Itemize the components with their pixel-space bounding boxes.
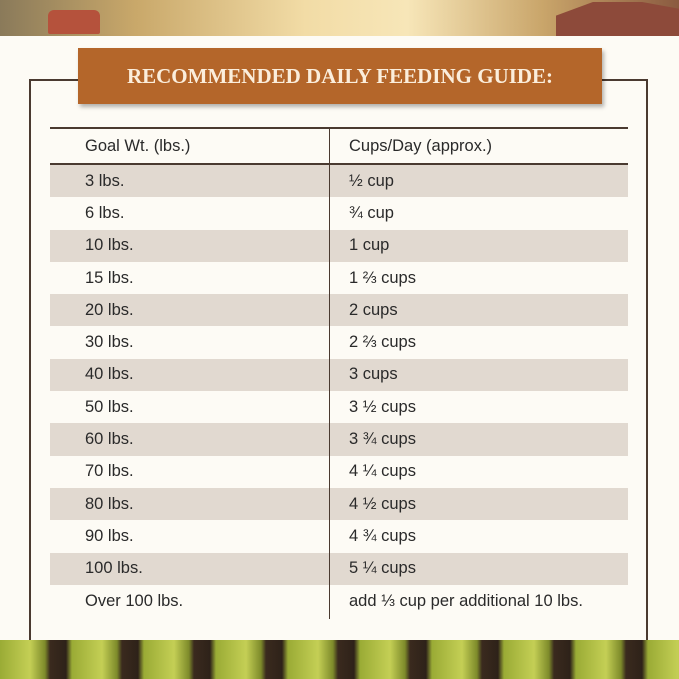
weight-cell: 80 lbs. (85, 494, 134, 513)
divider-line (50, 163, 628, 165)
cups-cell: 1 cup (349, 236, 390, 255)
weight-cell: 3 lbs. (85, 171, 125, 190)
crop-field-image (0, 640, 679, 679)
weight-cell: 50 lbs. (85, 397, 134, 416)
cups-cell: 4 ¼ cups (349, 462, 416, 481)
weight-cell: 30 lbs. (85, 333, 134, 352)
weight-cell: 6 lbs. (85, 203, 125, 222)
weight-cell: 40 lbs. (85, 365, 134, 384)
weight-cell: 60 lbs. (85, 430, 134, 449)
weight-cell: 90 lbs. (85, 526, 134, 545)
table-row: 80 lbs. 4 ½ cups (50, 487, 628, 521)
barn-image (556, 2, 679, 36)
cups-cell: ½ cup (349, 171, 394, 190)
table-row: 90 lbs. 4 ¾ cups (50, 520, 628, 552)
table-row: 15 lbs. 1 ⅔ cups (50, 262, 628, 294)
cups-cell: ¾ cup (349, 203, 394, 222)
tractor-image (48, 10, 100, 34)
weight-cell: 10 lbs. (85, 236, 134, 255)
column-divider (329, 127, 330, 619)
cups-cell: 4 ½ cups (349, 494, 416, 513)
cups-cell: 2 cups (349, 300, 398, 319)
cups-cell: add ⅓ cup per additional 10 lbs. (349, 591, 583, 610)
feeding-table: Goal Wt. (lbs.) Cups/Day (approx.) 3 lbs… (50, 127, 628, 617)
header-cups: Cups/Day (approx.) (349, 136, 493, 155)
table-row: 40 lbs. 3 cups (50, 358, 628, 392)
cups-cell: 3 ¾ cups (349, 430, 416, 449)
cups-cell: 3 ½ cups (349, 397, 416, 416)
cups-cell: 2 ⅔ cups (349, 333, 416, 352)
divider-line (50, 127, 628, 129)
table-row: 50 lbs. 3 ½ cups (50, 391, 628, 423)
cups-cell: 5 ¼ cups (349, 559, 416, 578)
table-row: 3 lbs. ½ cup (50, 165, 628, 198)
weight-cell: 15 lbs. (85, 268, 134, 287)
weight-cell: 70 lbs. (85, 462, 134, 481)
table-row: 20 lbs. 2 cups (50, 294, 628, 327)
table-row: 30 lbs. 2 ⅔ cups (50, 326, 628, 358)
cups-cell: 3 cups (349, 365, 398, 384)
table-header: Goal Wt. (lbs.) Cups/Day (approx.) (50, 129, 628, 163)
title-banner: RECOMMENDED DAILY FEEDING GUIDE: (78, 48, 602, 104)
header-weight: Goal Wt. (lbs.) (85, 136, 191, 155)
weight-cell: Over 100 lbs. (85, 591, 184, 610)
table-row: 10 lbs. 1 cup (50, 229, 628, 262)
weight-cell: 100 lbs. (85, 559, 143, 578)
cups-cell: 4 ¾ cups (349, 526, 416, 545)
table-row: 6 lbs. ¾ cup (50, 197, 628, 229)
farm-header-image (0, 0, 679, 36)
table-row: 100 lbs. 5 ¼ cups (50, 552, 628, 585)
table-row: Over 100 lbs. add ⅓ cup per additional 10… (50, 585, 628, 617)
cups-cell: 1 ⅔ cups (349, 268, 416, 287)
table-row: 70 lbs. 4 ¼ cups (50, 456, 628, 488)
weight-cell: 20 lbs. (85, 300, 134, 319)
table-row: 60 lbs. 3 ¾ cups (50, 423, 628, 456)
